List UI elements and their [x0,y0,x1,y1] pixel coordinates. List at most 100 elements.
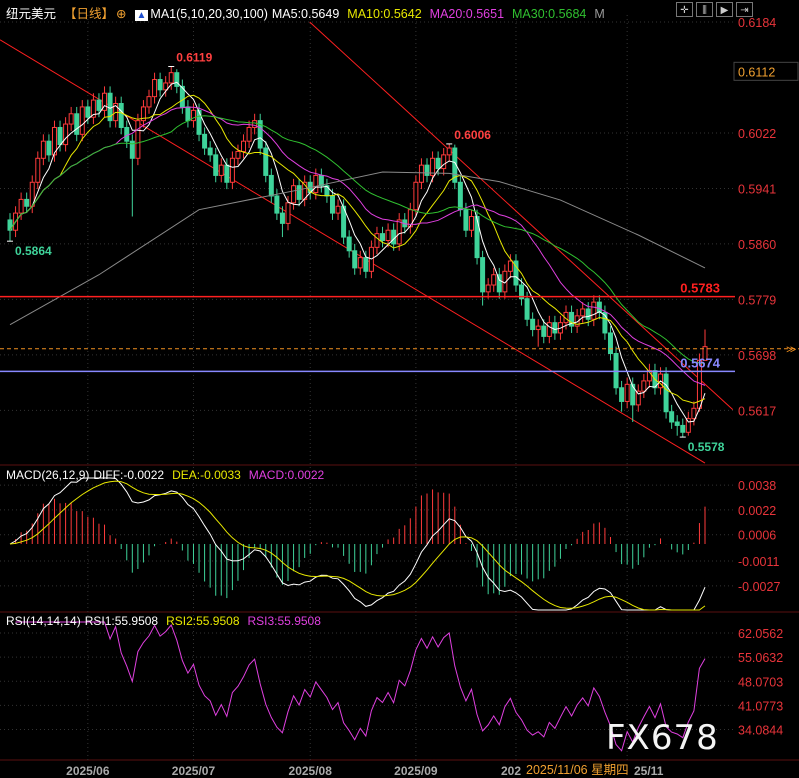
candle-body [513,260,519,286]
candle-body [252,120,258,128]
candle-body [79,106,85,135]
chart-toolbar: ✛ ⫼ ▶ ⇥ [676,2,753,17]
macd-tick-label: -0.0027 [738,580,780,594]
candle-body [519,284,525,300]
candle-body [535,325,541,331]
candle-body [313,174,319,194]
extreme-price-label: 0.6119 [176,51,212,65]
candle-body [635,390,641,406]
price-tick-label: 0.6184 [738,16,776,30]
date-tick-label: 2025/07 [172,764,216,778]
candle-body [413,181,419,211]
candle-body [202,133,208,149]
date-tick-label: 2025/09 [394,764,438,778]
candle-body [235,150,241,159]
candle-body [363,257,369,272]
zoom-range-icon[interactable]: ⫼ [696,2,713,17]
candle-body [229,157,235,183]
date-tooltip: 2025/11/06 星期四 [524,762,631,778]
candle-body [591,301,597,320]
crosshair-price-label: 0.6112 [738,65,775,79]
candle-body [435,157,441,170]
candle-body [63,123,69,146]
ma-more[interactable]: M [594,7,605,21]
candle-body [279,212,285,224]
candle-body [196,109,202,135]
crosshair-price-box [733,61,799,81]
candle-body [274,195,280,214]
ma-params[interactable]: MA1(5,10,20,30,100) [150,7,268,21]
candle-body [96,99,102,111]
candle-body [218,164,224,176]
play-icon[interactable]: ▶ [716,2,733,17]
ma5-line [9,81,706,423]
candle-body [546,322,552,337]
candle-body [691,407,697,420]
macd-dea-line [9,480,706,611]
rsi-tick-label: 41.0773 [738,699,783,713]
candle-body [257,120,263,149]
candle-body [129,140,135,159]
macd-params[interactable]: MACD(26,12,9) [6,468,90,482]
macd-tick-label: 0.0022 [738,504,776,518]
macd-tick-label: -0.0011 [738,555,780,569]
candle-body [185,106,191,122]
macd-value: MACD:0.0022 [248,468,325,482]
candle-body [174,72,180,87]
crosshair-icon[interactable]: ✛ [676,2,693,17]
indicator-icon[interactable]: ▲ [134,10,149,21]
candle-body [352,250,358,269]
candle-body [480,257,486,293]
ma10-line [9,94,706,404]
candle-body [424,164,430,176]
price-tick-label: 0.5860 [738,238,776,252]
price-tick-label: 0.5941 [738,182,776,196]
candle-body [541,325,547,337]
candle-body [74,113,80,135]
candle-body [135,120,141,159]
rsi-params[interactable]: RSI(14,14,14) [6,614,81,628]
candle-body [207,147,213,156]
candle-body [552,322,558,334]
candle-body [468,216,474,231]
candle-body [619,387,625,402]
rsi-tick-label: 55.0632 [738,651,783,665]
candle-body [702,346,708,361]
macd-diff: DIFF:-0.0022 [93,468,165,482]
candle-body [285,202,291,224]
date-tick-label: 2025/08 [289,764,333,778]
candle-body [374,233,380,248]
rsi2-value: RSI2:55.9508 [166,614,240,628]
ma20-value: MA20:0.5651 [429,7,505,21]
candle-body [163,82,169,91]
candle-body [446,147,452,156]
candle-body [380,233,386,241]
candle-body [569,311,575,327]
candle-body [124,126,130,142]
candle-body [680,424,686,433]
candle-body [24,198,30,207]
candle-body [168,72,174,84]
period-label[interactable]: 【日线】 [64,7,115,21]
extreme-price-label: 0.5578 [688,440,725,454]
candle-body [580,308,586,317]
candle-body [190,109,196,122]
exit-icon[interactable]: ⇥ [736,2,753,17]
candle-body [491,274,497,286]
candle-body [474,216,480,259]
candle-body [241,140,247,152]
candle-body [18,198,24,214]
price-tick-label: 0.5698 [738,349,776,363]
extreme-price-label: 0.5864 [15,244,52,258]
macd-diff-line [9,477,706,611]
settings-icon[interactable]: ⊕ [116,7,127,21]
ma30-value: MA30:0.5684 [512,7,587,21]
candle-body [291,185,297,204]
candle-body [118,103,124,128]
watermark-logo: FX678 [606,718,719,758]
candle-body [329,195,335,214]
date-tick-label: 202 [501,764,521,778]
rsi-tick-label: 48.0703 [738,675,783,689]
ma30-line [9,115,706,365]
